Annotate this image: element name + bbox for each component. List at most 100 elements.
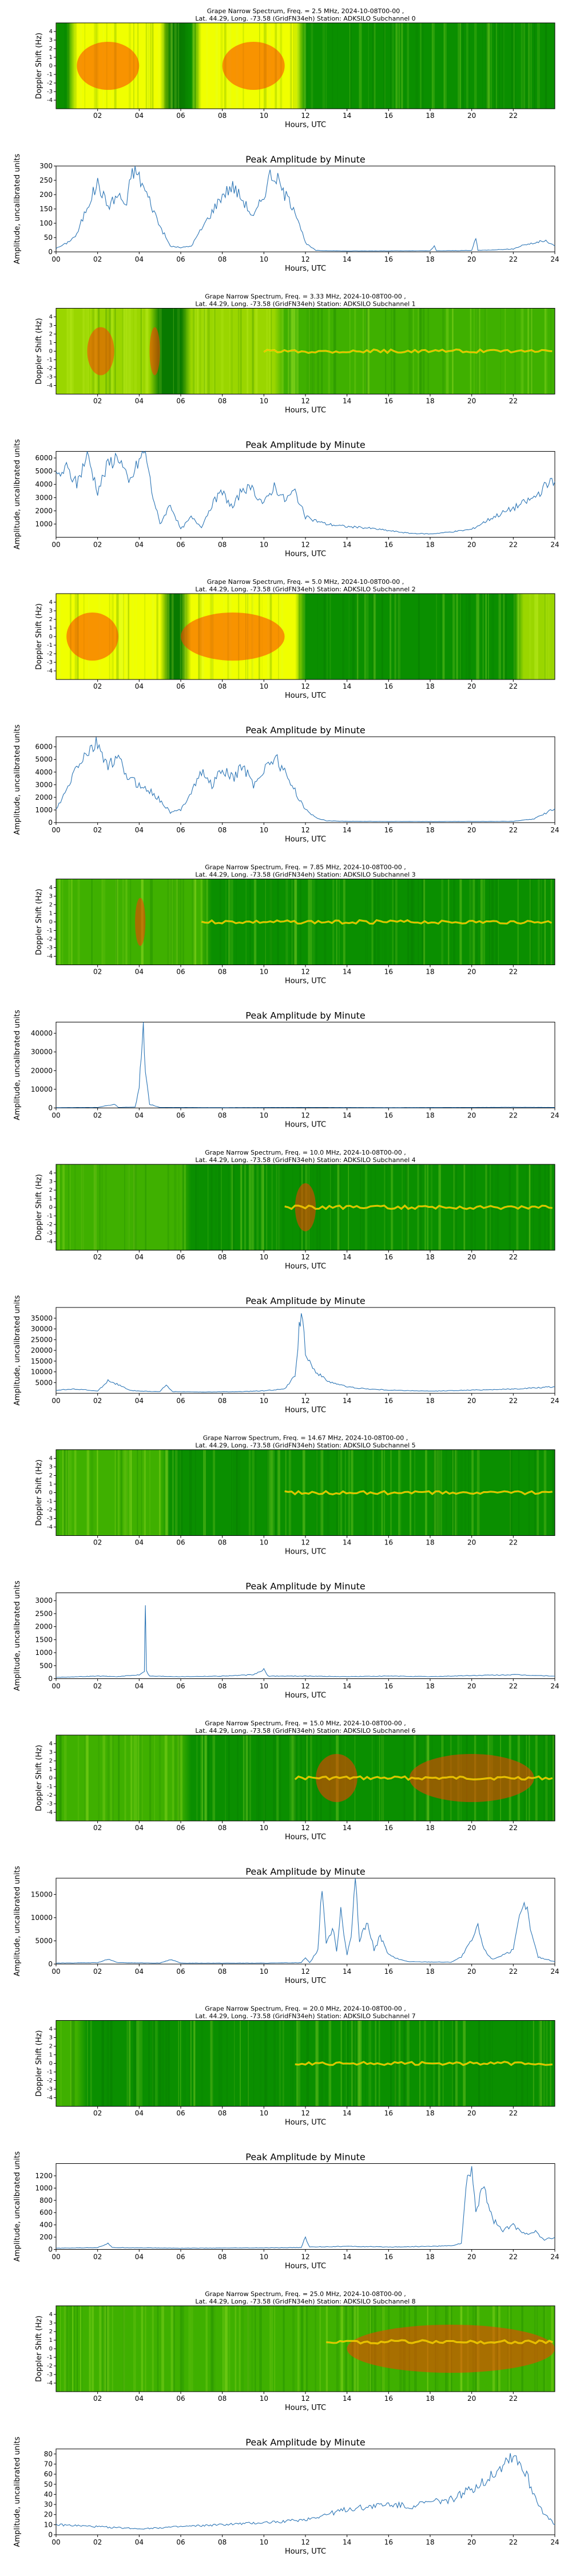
spectrogram-ytick-label: -2: [47, 80, 53, 86]
amplitude-xtick-label: 08: [218, 1967, 227, 1976]
spectrogram-xtick-label: 12: [301, 682, 309, 690]
amplitude-xtick-label: 22: [509, 1397, 518, 1405]
spectrogram-xtick-label: 12: [301, 1824, 309, 1832]
spectrogram-ytick-label: 4: [49, 599, 53, 606]
spectrogram-ytick-label: -2: [47, 651, 53, 657]
amplitude-title: Peak Amplitude by Minute: [245, 2437, 366, 2448]
amplitude-xtick-label: 20: [467, 1967, 476, 1976]
spectrogram-ytick-label: -3: [47, 374, 53, 381]
spectrogram-ytick-label: -4: [47, 668, 53, 674]
spectrogram-xtick-label: 10: [260, 2109, 268, 2117]
amplitude-ytick-label: 5000: [35, 467, 53, 475]
amplitude-ytick-label: 400: [39, 2221, 53, 2229]
spectrogram-xtick-label: 16: [384, 112, 393, 120]
spectrogram-ytick-label: -2: [47, 937, 53, 943]
spectrogram-ytick-label: -1: [47, 1499, 53, 1505]
amplitude-xtick-label: 02: [93, 1397, 102, 1405]
amplitude-xtick-label: 14: [343, 2538, 351, 2546]
amplitude-xtick-label: 12: [301, 1967, 309, 1976]
amplitude-ytick-label: 10: [44, 2520, 53, 2528]
amplitude-ytick-label: 800: [39, 2196, 53, 2204]
amplitude-ytick-label: 300: [39, 162, 53, 170]
spectrogram-xtick-label: 14: [343, 397, 351, 405]
amplitude-xtick-label: 12: [301, 541, 309, 549]
spectrogram-xtick-label: 18: [426, 1539, 434, 1547]
spectrogram-ytick-label: 0: [49, 63, 53, 69]
amplitude-xtick-label: 02: [93, 826, 102, 834]
amplitude-xtick-label: 02: [93, 1112, 102, 1120]
amplitude-xtick-label: 14: [343, 1682, 351, 1690]
spectrogram-hot-region: [409, 1754, 534, 1802]
spectrogram-xtick-label: 06: [176, 112, 185, 120]
amplitude-ylabel: Amplitude, uncalibrated units: [13, 439, 22, 550]
spectrogram-xtick-label: 20: [467, 2395, 476, 2403]
amplitude-xlabel: Hours, UTC: [285, 1692, 326, 1700]
spectrogram-ytick-label: -4: [47, 954, 53, 960]
amplitude-xtick-label: 12: [301, 826, 309, 834]
amplitude-title: Peak Amplitude by Minute: [245, 725, 366, 736]
spectrogram-title-line2: Lat. 44.29, Long. -73.58 (GridFN34eh) St…: [195, 1156, 415, 1164]
amplitude-xtick-label: 08: [218, 826, 227, 834]
spectrogram-ytick-label: 3: [49, 2320, 53, 2326]
spectrogram-ytick-label: -4: [47, 2380, 53, 2387]
spectrogram-xlabel: Hours, UTC: [285, 406, 326, 415]
amplitude-ytick-label: 0: [48, 2246, 53, 2254]
amplitude-xtick-label: 22: [509, 1967, 518, 1976]
spectrogram-xtick-label: 22: [509, 968, 518, 976]
amplitude-title: Peak Amplitude by Minute: [245, 1866, 366, 1877]
spectrogram-ytick-label: 4: [49, 885, 53, 891]
amplitude-xtick-label: 14: [343, 541, 351, 549]
spectrogram-xtick-label: 22: [509, 682, 518, 690]
spectrogram-ytick-label: -4: [47, 1809, 53, 1816]
spectrogram-title-line1: Grape Narrow Spectrum, Freq. = 14.67 MHz…: [203, 1435, 408, 1442]
spectrogram-xtick-label: 02: [93, 1253, 102, 1261]
amplitude-title: Peak Amplitude by Minute: [245, 1010, 366, 1021]
spectrogram-xtick-label: 22: [509, 397, 518, 405]
amplitude-ytick-label: 3000: [35, 781, 53, 789]
amplitude-series-line: [55, 451, 555, 535]
spectrogram-xtick-label: 10: [260, 1253, 268, 1261]
spectrogram-xtick-label: 16: [384, 397, 393, 405]
spectrogram-ytick-label: 4: [49, 314, 53, 321]
amplitude-title: Peak Amplitude by Minute: [245, 154, 366, 165]
spectrogram-hot-region: [77, 42, 140, 90]
amplitude-title: Peak Amplitude by Minute: [245, 440, 366, 451]
spectrogram-title-line2: Lat. 44.29, Long. -73.58 (GridFN34eh) St…: [195, 2013, 415, 2020]
amplitude-ytick-label: 0: [48, 2531, 53, 2539]
amplitude-xtick-label: 12: [301, 1397, 309, 1405]
amplitude-xtick-label: 04: [135, 2538, 144, 2546]
spectrogram-ytick-label: 3: [49, 37, 53, 44]
amplitude-ytick-label: 0: [48, 1675, 53, 1683]
spectrogram-xtick-label: 12: [301, 2109, 309, 2117]
spectrogram-xlabel: Hours, UTC: [285, 977, 326, 986]
amplitude-xtick-label: 22: [509, 1682, 518, 1690]
amplitude-series-line: [55, 1878, 555, 1964]
amplitude-xtick-label: 18: [426, 1682, 434, 1690]
doppler-trace-core: [284, 1491, 553, 1495]
spectrogram-ytick-label: 3: [49, 1179, 53, 1185]
amplitude-ytick-label: 40: [44, 2490, 53, 2498]
amplitude-xtick-label: 12: [301, 2538, 309, 2546]
panel-group-0: Grape Narrow Spectrum, Freq. = 2.5 MHz, …: [13, 7, 559, 273]
spectrogram-xtick-label: 12: [301, 1539, 309, 1547]
amplitude-xtick-label: 02: [93, 1967, 102, 1976]
amplitude-xtick-label: 06: [176, 255, 185, 263]
amplitude-xtick-label: 10: [260, 1397, 268, 1405]
spectrogram-ytick-label: 3: [49, 1464, 53, 1471]
spectrogram-xtick-label: 08: [218, 968, 227, 976]
amplitude-ytick-label: 25000: [31, 1336, 53, 1344]
amplitude-series-line: [55, 2166, 555, 2249]
amplitude-ytick-label: 0: [48, 1960, 53, 1968]
amplitude-xtick-label: 24: [550, 1397, 559, 1405]
amplitude-ytick-label: 20000: [31, 1066, 53, 1074]
amplitude-xtick-label: 06: [176, 1397, 185, 1405]
amplitude-xtick-label: 20: [467, 1682, 476, 1690]
amplitude-ylabel: Amplitude, uncalibrated units: [13, 1866, 22, 1976]
spectrogram-xtick-label: 12: [301, 968, 309, 976]
amplitude-xtick-label: 04: [135, 826, 144, 834]
spectrogram-xtick-label: 04: [135, 2109, 144, 2117]
spectrogram-ytick-label: 1: [49, 625, 53, 631]
amplitude-ytick-label: 2000: [35, 507, 53, 515]
amplitude-series-line: [55, 737, 555, 822]
spectrogram-xtick-label: 10: [260, 1539, 268, 1547]
